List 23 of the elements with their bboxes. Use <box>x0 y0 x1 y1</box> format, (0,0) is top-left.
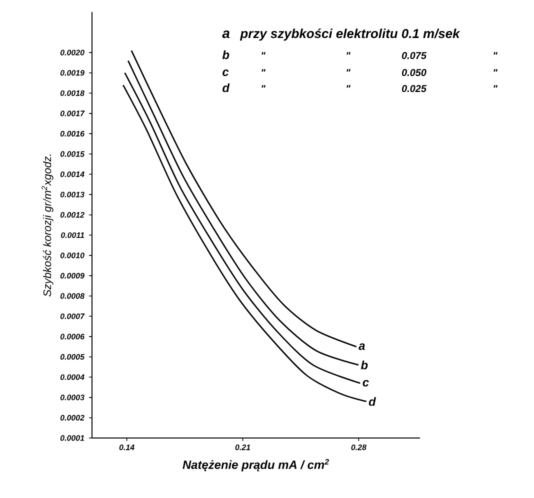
text: " <box>494 52 498 55</box>
annotation: " <box>346 69 350 72</box>
text: " <box>494 85 498 88</box>
annotation: " <box>262 69 266 72</box>
annotation: " <box>346 85 350 88</box>
text: d <box>222 83 230 92</box>
text: b <box>222 50 230 60</box>
series-label: d <box>368 397 376 406</box>
annotation: " <box>262 85 266 88</box>
text: a <box>222 30 230 38</box>
annotation: " <box>262 52 266 55</box>
x-axis-title: Natężenie prądu mA / cm$^{2}$ <box>182 458 329 472</box>
series-label: c <box>362 380 369 386</box>
annotation: 0.050 <box>402 69 426 76</box>
series-label: b <box>360 360 368 370</box>
series-label: a <box>358 343 365 350</box>
y-axis-title: Szybkość korozji gr/m$^{2}$xgodz. <box>42 154 54 296</box>
annotation: przy szybkości elektrolitu 0.1 m/sek <box>240 28 460 41</box>
text: c <box>222 70 229 76</box>
annotation: 0.075 <box>402 52 427 60</box>
annotation: 0.025 <box>402 85 427 92</box>
annotation: " <box>346 52 350 55</box>
text: " <box>494 69 498 72</box>
